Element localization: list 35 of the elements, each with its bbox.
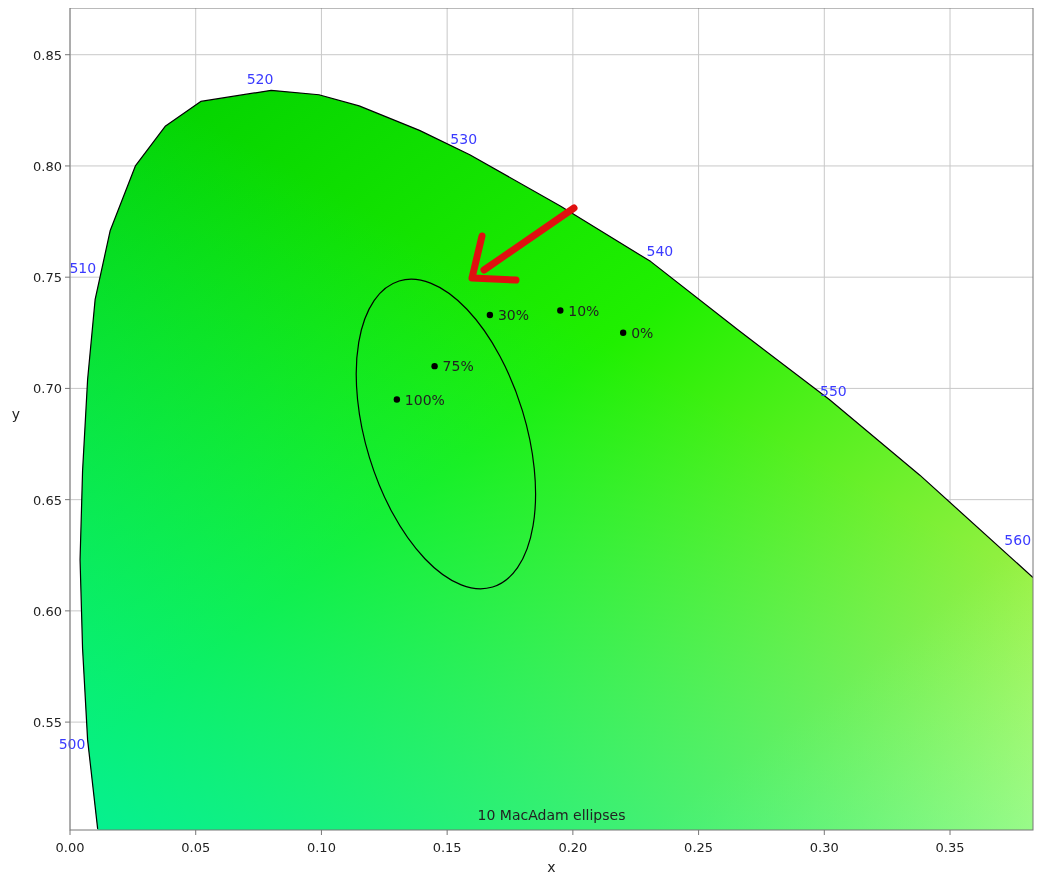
annotation: 10 MacAdam ellipses [477,807,626,823]
point [557,307,564,314]
annotation: 30% [497,307,530,323]
x-tick-label: 0.10 [306,840,336,855]
annotation: 0% [631,324,654,341]
annotation: 540 [646,242,674,259]
annotation: 10% [568,302,600,319]
annotation: 100% [404,391,445,408]
x-tick-label: 0.25 [684,840,714,855]
y-tick-label: 0.80 [33,158,62,174]
annotation: 560 [1004,531,1032,548]
annotation: 520 [246,71,274,88]
x-tick-label: 0.30 [809,840,839,855]
annotation: 510 [69,260,97,277]
point [393,396,401,403]
y-tick-label: 0.60 [33,603,62,619]
y-tick-label: 0.55 [33,715,62,731]
annotation: 500 [58,736,86,753]
annotation: 530 [450,131,478,148]
x-tick-label: 0.05 [181,840,211,855]
x-axis-title: x [547,859,556,875]
annotation: 75% [442,358,474,375]
point [431,362,438,370]
annotation: 550 [819,382,847,399]
x-tick-label: 0.35 [935,840,965,855]
x-tick-label: 0.00 [55,840,85,855]
x-tick-label: 0.20 [558,840,588,855]
y-tick-label: 0.65 [33,492,62,508]
y-tick-label: 0.85 [33,47,62,63]
y-axis-title: y [11,406,21,422]
y-tick-label: 0.70 [33,381,62,397]
x-tick-label: 0.15 [432,840,462,855]
point [486,311,494,319]
point [619,329,627,336]
y-tick-label: 0.75 [33,270,62,286]
